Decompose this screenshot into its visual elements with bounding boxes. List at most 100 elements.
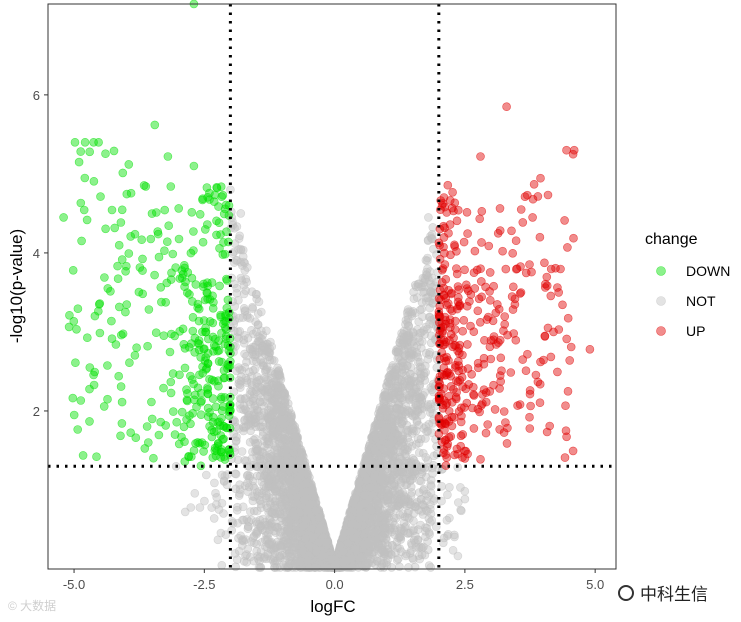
point-not [180, 507, 190, 517]
point-not [406, 307, 415, 317]
point-not [207, 503, 216, 512]
point-not [277, 501, 287, 511]
point-not [387, 480, 397, 490]
point-not [395, 390, 404, 400]
point-not [453, 551, 463, 561]
point-not [234, 424, 243, 433]
point-not [367, 506, 376, 515]
point-not [400, 523, 410, 532]
point-not [401, 551, 411, 561]
point-not [217, 560, 227, 570]
point-not [279, 420, 289, 429]
point-not [400, 458, 410, 468]
point-not [236, 273, 246, 283]
point-not [265, 452, 275, 462]
point-not [269, 356, 279, 365]
point-not [273, 394, 282, 404]
point-not [237, 447, 247, 456]
point-not [384, 439, 394, 449]
point-not [418, 448, 428, 458]
point-not [402, 425, 411, 435]
point-not [219, 509, 228, 518]
point-not [410, 562, 420, 572]
point-not [425, 312, 435, 322]
point-not [238, 252, 248, 261]
point-not [252, 327, 261, 337]
point-not [421, 368, 431, 377]
point-not [426, 563, 436, 572]
point-not [244, 420, 253, 429]
point-not [267, 508, 277, 517]
point-not [260, 387, 270, 397]
point-not [411, 543, 421, 552]
point-not [231, 436, 241, 446]
point-not [279, 448, 289, 458]
point-not [275, 563, 285, 572]
point-not [284, 527, 294, 537]
point-not [423, 293, 433, 302]
point-not [321, 538, 331, 547]
point-not [396, 438, 406, 448]
point-not [418, 312, 427, 322]
point-not [362, 475, 371, 485]
point-not [366, 482, 376, 492]
point-not [283, 486, 293, 496]
point-not [280, 395, 290, 405]
point-not [213, 535, 223, 545]
point-not [277, 470, 287, 480]
point-not [456, 505, 466, 515]
point-not [291, 512, 301, 522]
point-not [417, 500, 427, 510]
point-not [238, 541, 247, 550]
point-not [387, 413, 396, 423]
point-not [392, 404, 402, 414]
point-not [403, 513, 412, 522]
point-not [460, 486, 470, 496]
point-not [382, 422, 392, 432]
point-not [233, 455, 243, 465]
point-not [246, 552, 255, 562]
point-not [400, 495, 409, 505]
point-not [257, 341, 267, 351]
point-not [252, 289, 261, 299]
point-not [445, 482, 454, 492]
point-not [394, 363, 404, 372]
point-not [403, 335, 413, 345]
point-not [405, 475, 415, 485]
point-not [400, 449, 410, 459]
point-not [293, 476, 302, 485]
point-not [348, 499, 358, 508]
point-not [285, 552, 295, 561]
point-not [245, 313, 255, 323]
point-not [250, 364, 260, 374]
point-not [266, 472, 275, 481]
point-not [266, 337, 275, 347]
point-not [241, 393, 250, 403]
point-not [405, 354, 415, 364]
point-not [351, 544, 360, 554]
point-down [208, 318, 218, 328]
point-not [238, 261, 247, 270]
point-not [258, 431, 268, 440]
point-not [360, 490, 369, 500]
point-not [274, 366, 284, 376]
point-not [195, 503, 205, 512]
point-not [359, 499, 369, 509]
point-not [264, 481, 274, 491]
point-not [460, 494, 470, 504]
point-not [423, 354, 433, 364]
point-not [409, 467, 419, 477]
point-not [290, 431, 300, 441]
point-not [314, 513, 324, 522]
point-not [354, 562, 363, 572]
point-not [234, 533, 243, 543]
point-not [233, 327, 243, 337]
point-down [166, 182, 176, 191]
point-not [356, 552, 366, 562]
point-down [160, 205, 169, 215]
point-not [417, 410, 426, 420]
point-not [299, 521, 308, 531]
point-not [244, 408, 253, 417]
point-not [419, 326, 428, 335]
point-not [338, 547, 348, 556]
